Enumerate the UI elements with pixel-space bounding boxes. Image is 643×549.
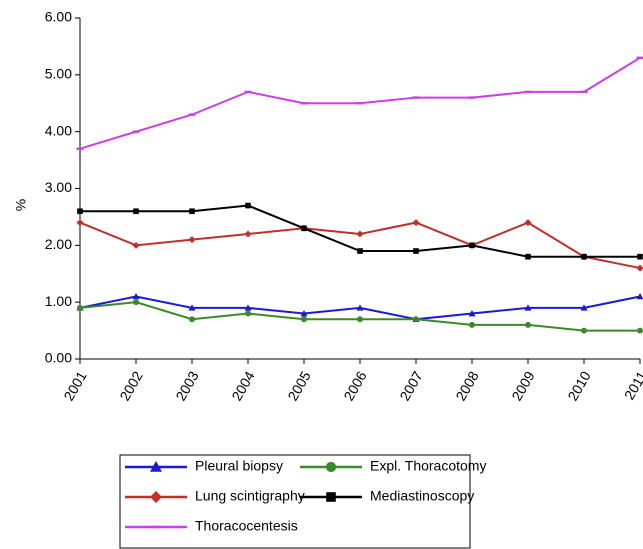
y-tick-label: 4.00 [45,122,72,138]
x-tick-label: 2011 [621,368,643,402]
marker [580,90,588,94]
marker [525,321,531,328]
marker [301,316,307,323]
marker [637,327,643,334]
marker [77,208,83,215]
marker [150,525,162,529]
marker [580,304,588,311]
marker [524,304,532,311]
legend-label: Pleural biopsy [195,458,283,474]
legend-label: Expl. Thoracotomy [370,458,486,474]
marker [413,316,419,323]
marker [188,113,196,116]
marker [525,253,531,260]
marker [524,90,532,94]
marker [412,96,420,99]
x-tick-label: 2007 [396,368,426,403]
legend-label: Thoracocentesis [195,518,298,534]
marker [636,292,643,300]
marker [133,208,139,215]
x-tick-label: 2009 [508,368,538,403]
y-tick-label: 0.00 [45,350,72,366]
marker [76,219,84,227]
marker [581,327,587,334]
marker [524,219,532,227]
marker [244,304,252,311]
marker [581,253,587,260]
marker [133,299,139,306]
x-tick-label: 2010 [564,368,594,403]
marker [325,461,337,473]
marker [188,236,196,244]
x-tick-label: 2003 [172,368,202,403]
marker [76,147,84,150]
marker [357,248,363,254]
x-tick-label: 2004 [228,368,258,403]
marker [132,130,140,133]
y-axis-label: % [13,199,29,211]
marker [189,316,195,323]
marker [244,90,252,94]
marker [245,310,251,317]
marker [245,202,251,209]
marker [132,241,140,249]
y-tick-label: 2.00 [45,236,72,252]
marker [356,230,364,238]
marker [637,253,643,260]
x-tick-label: 2001 [60,368,90,403]
x-tick-label: 2005 [284,368,314,403]
y-tick-label: 6.00 [45,9,72,25]
marker [469,242,475,249]
y-tick-label: 1.00 [45,293,72,309]
marker [636,56,643,59]
marker [413,248,419,254]
marker [188,304,196,311]
marker [301,225,307,232]
marker [356,102,364,105]
marker [468,96,476,99]
marker [77,304,83,311]
marker [326,492,336,502]
legend-label: Lung scintigraphy [195,488,305,504]
marker [412,219,420,227]
x-tick-label: 2008 [452,368,482,403]
y-tick-label: 5.00 [45,66,72,82]
legend-box [119,454,471,549]
marker [469,321,475,328]
marker [636,264,643,272]
marker [300,102,308,105]
marker [150,491,162,503]
marker [468,310,476,317]
marker [150,461,162,472]
marker [357,316,363,323]
marker [356,304,364,311]
x-tick-label: 2006 [340,368,370,403]
legend-label: Mediastinoscopy [370,488,474,504]
marker [244,230,252,238]
series-line [79,221,641,270]
marker [300,310,308,317]
marker [189,208,195,215]
x-tick-label: 2002 [116,368,146,403]
y-tick-label: 3.00 [45,179,72,195]
marker [132,292,140,300]
